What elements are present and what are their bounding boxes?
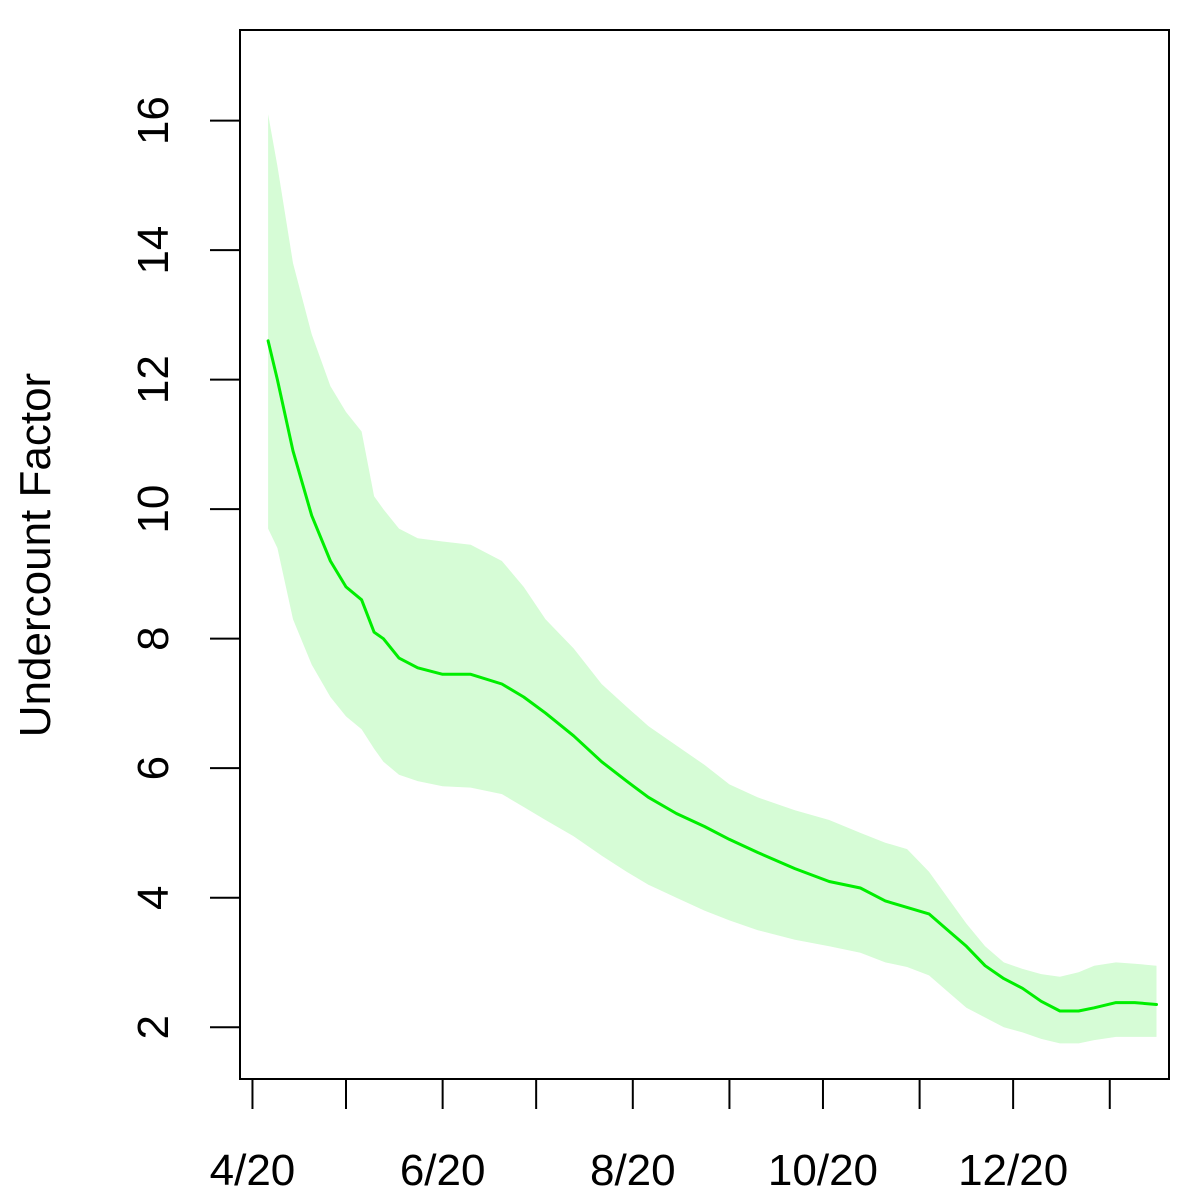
confidence-band xyxy=(268,114,1157,1044)
y-tick-label: 16 xyxy=(129,96,178,145)
y-tick-label: 14 xyxy=(129,226,178,275)
confidence-band-layer xyxy=(268,114,1157,1044)
y-axis-title: Undercount Factor xyxy=(11,373,60,737)
undercount-line xyxy=(266,339,1158,1013)
x-tick-label: 6/20 xyxy=(400,1146,486,1195)
y-tick-label: 4 xyxy=(129,885,178,909)
y-axis: 2 4 6 8 10 12 14 16 xyxy=(129,96,241,1039)
y-tick-label: 12 xyxy=(129,355,178,404)
x-axis: 4/20 6/20 8/20 10/20 12/20 xyxy=(210,1078,1111,1195)
x-tick-label: 12/20 xyxy=(958,1146,1068,1195)
y-tick-label: 6 xyxy=(129,756,178,780)
x-tick-label: 4/20 xyxy=(210,1146,296,1195)
x-tick-label: 10/20 xyxy=(768,1146,878,1195)
y-tick-label: 8 xyxy=(129,626,178,650)
x-tick-label: 8/20 xyxy=(590,1146,676,1195)
series-line-layer xyxy=(266,339,1158,1013)
y-tick-label: 2 xyxy=(129,1015,178,1039)
y-tick-label: 10 xyxy=(129,485,178,534)
